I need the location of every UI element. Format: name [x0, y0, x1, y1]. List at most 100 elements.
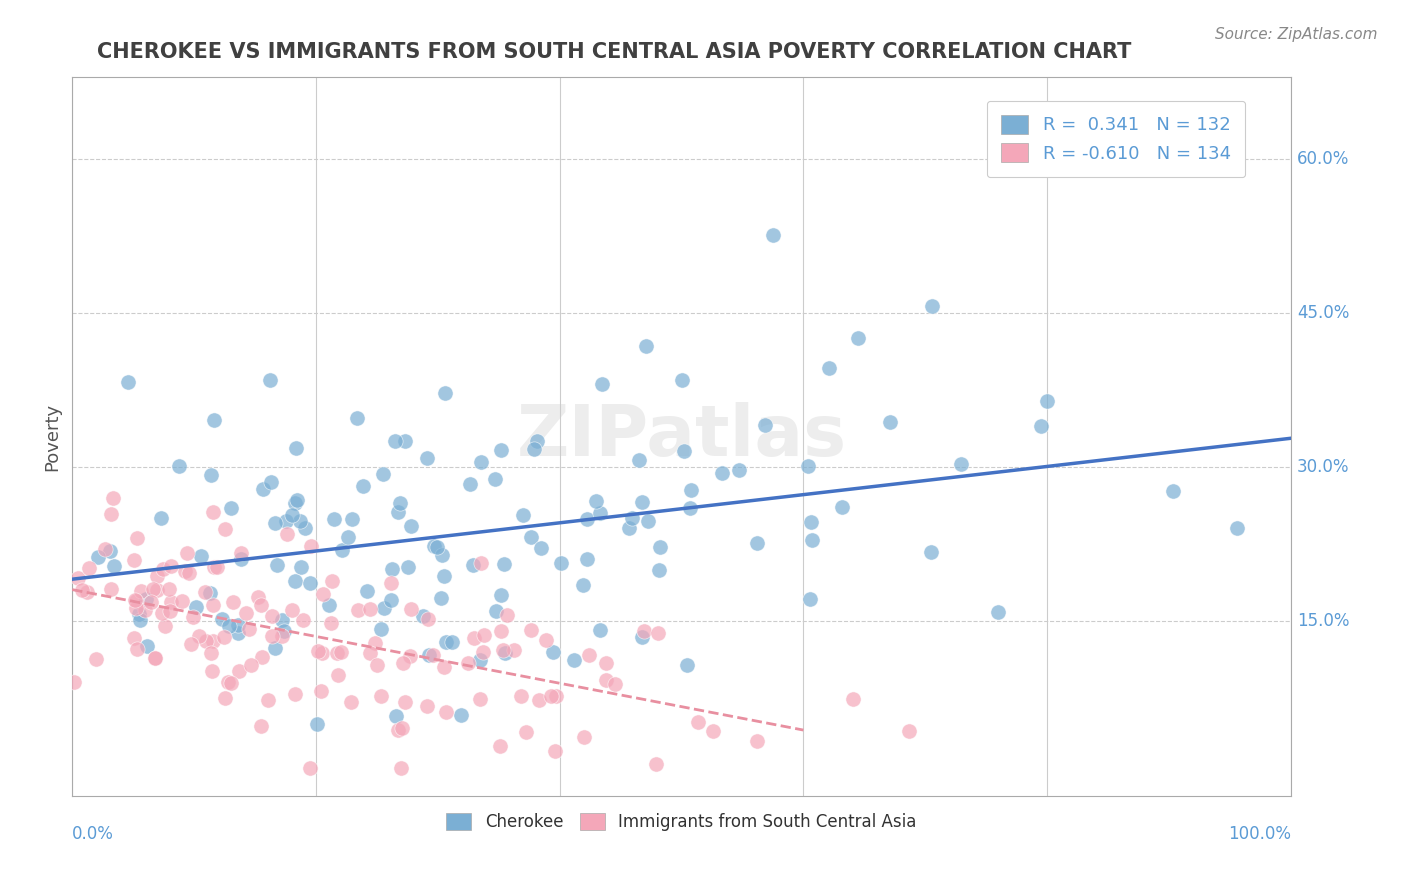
Point — [235, 606, 257, 620]
Point — [125, 600, 148, 615]
Point — [229, 546, 252, 560]
Point — [298, 761, 321, 775]
Point — [262, 629, 284, 643]
Point — [728, 463, 751, 477]
Point — [366, 657, 388, 672]
Point — [550, 557, 572, 571]
Point — [589, 506, 612, 520]
Point — [434, 706, 457, 720]
Point — [681, 483, 703, 498]
Point — [135, 592, 157, 607]
Point — [214, 690, 236, 705]
Point — [202, 634, 225, 648]
Point — [284, 574, 307, 589]
Point — [318, 598, 340, 612]
Point — [257, 693, 280, 707]
Point — [122, 553, 145, 567]
Point — [340, 695, 363, 709]
Text: 100.0%: 100.0% — [1227, 824, 1291, 843]
Point — [818, 360, 841, 375]
Point — [202, 560, 225, 574]
Point — [238, 622, 260, 636]
Point — [898, 724, 921, 739]
Point — [636, 339, 658, 353]
Point — [620, 510, 643, 524]
Point — [202, 413, 225, 427]
Point — [328, 668, 350, 682]
Point — [585, 494, 607, 508]
Point — [572, 578, 595, 592]
Point — [70, 582, 93, 597]
Point — [432, 549, 454, 563]
Point — [200, 646, 222, 660]
Point — [399, 519, 422, 533]
Point — [1226, 521, 1249, 535]
Point — [391, 721, 413, 735]
Point — [637, 514, 659, 528]
Point — [312, 587, 335, 601]
Point — [433, 660, 456, 674]
Point — [260, 475, 283, 489]
Point — [540, 689, 562, 703]
Point — [228, 665, 250, 679]
Point — [270, 613, 292, 627]
Legend: Cherokee, Immigrants from South Central Asia: Cherokee, Immigrants from South Central … — [440, 806, 924, 838]
Point — [298, 576, 321, 591]
Point — [470, 455, 492, 469]
Point — [142, 582, 165, 597]
Point — [416, 612, 439, 626]
Point — [284, 687, 307, 701]
Point — [527, 692, 550, 706]
Point — [117, 375, 139, 389]
Point — [143, 650, 166, 665]
Point — [321, 574, 343, 588]
Point — [676, 658, 699, 673]
Point — [389, 496, 412, 510]
Point — [502, 643, 524, 657]
Point — [299, 539, 322, 553]
Point — [125, 594, 148, 608]
Point — [346, 411, 368, 425]
Point — [264, 640, 287, 655]
Point — [463, 631, 485, 645]
Point — [384, 434, 406, 448]
Point — [648, 540, 671, 554]
Text: 15.0%: 15.0% — [1296, 612, 1350, 631]
Point — [218, 619, 240, 633]
Point — [418, 648, 440, 662]
Point — [987, 605, 1010, 619]
Point — [195, 633, 218, 648]
Text: 45.0%: 45.0% — [1296, 304, 1350, 322]
Point — [711, 466, 734, 480]
Point — [259, 373, 281, 387]
Point — [391, 656, 413, 670]
Point — [572, 730, 595, 744]
Point — [330, 645, 353, 659]
Point — [172, 594, 194, 608]
Point — [471, 645, 494, 659]
Point — [226, 618, 249, 632]
Point — [139, 595, 162, 609]
Point — [605, 677, 627, 691]
Point — [219, 676, 242, 690]
Point — [157, 582, 180, 597]
Point — [526, 434, 548, 448]
Point — [381, 562, 404, 576]
Point — [124, 593, 146, 607]
Point — [394, 434, 416, 449]
Point — [201, 664, 224, 678]
Point — [515, 725, 537, 739]
Text: CHEROKEE VS IMMIGRANTS FROM SOUTH CENTRAL ASIA POVERTY CORRELATION CHART: CHEROKEE VS IMMIGRANTS FROM SOUTH CENTRA… — [97, 42, 1130, 62]
Point — [544, 744, 567, 758]
Point — [520, 623, 543, 637]
Point — [450, 708, 472, 723]
Point — [221, 595, 243, 609]
Point — [250, 650, 273, 665]
Point — [373, 467, 395, 481]
Point — [201, 505, 224, 519]
Point — [326, 646, 349, 660]
Point — [198, 586, 221, 600]
Point — [285, 492, 308, 507]
Point — [180, 637, 202, 651]
Point — [399, 602, 422, 616]
